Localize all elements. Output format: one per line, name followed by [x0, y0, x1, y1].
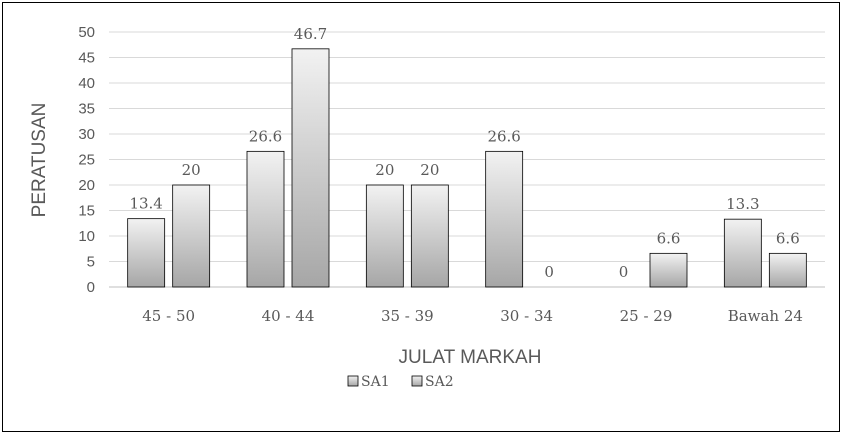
chart-frame: 0 5 10 15 20 25 30 35 40 45 50 13.4 20 26.6 46.7 20 20 2… — [2, 2, 840, 432]
y-tick-label: 35 — [78, 101, 95, 118]
x-tick-label: 45 - 50 — [142, 307, 195, 325]
y-tick-label: 0 — [87, 279, 95, 296]
y-tick-label: 45 — [78, 50, 95, 67]
y-tick-label: 30 — [78, 126, 95, 143]
y-tick-label: 20 — [78, 177, 95, 194]
y-axis-title: PERATUSAN — [29, 103, 50, 218]
legend-swatch-sa1 — [347, 375, 359, 387]
bars — [127, 48, 807, 288]
x-tick-label: Bawah 24 — [728, 307, 803, 325]
bar-sa1-5 — [723, 218, 762, 288]
bar-sa1-2 — [365, 184, 404, 288]
data-label: 20 — [420, 161, 439, 179]
data-label: 13.3 — [726, 195, 759, 213]
bar-chart: 0 5 10 15 20 25 30 35 40 45 50 13.4 20 26.6 46.7 20 20 2… — [29, 24, 825, 390]
legend: SA1 SA2 — [347, 374, 454, 390]
bar-sa2-4 — [649, 252, 688, 288]
y-tick-label: 5 — [87, 254, 95, 271]
x-tick-label: 35 - 39 — [381, 307, 434, 325]
legend-swatch-sa2 — [411, 375, 423, 387]
bar-sa1-3 — [485, 150, 524, 288]
bar-sa1-1 — [246, 150, 285, 288]
y-tick-label: 50 — [78, 24, 95, 41]
y-tick-label: 25 — [78, 152, 95, 169]
x-axis-title: JULAT MARKAH — [399, 347, 542, 368]
data-label: 0 — [619, 263, 629, 281]
data-label: 13.4 — [129, 195, 162, 213]
bar-sa1-0 — [127, 218, 166, 288]
legend-label-sa2: SA2 — [425, 374, 454, 390]
x-tick-label: 30 - 34 — [500, 307, 553, 325]
x-axis-ticks: 45 - 50 40 - 44 35 - 39 30 - 34 25 - 29 Bawah… — [142, 307, 803, 325]
y-tick-label: 40 — [78, 75, 95, 92]
data-labels: 13.4 20 26.6 46.7 20 20 26.6 0 0 6.6 13.3 6.6 — [129, 25, 799, 281]
data-label: 6.6 — [776, 229, 800, 247]
bar-sa2-2 — [410, 184, 449, 288]
y-tick-label: 10 — [78, 228, 95, 245]
bar-sa2-0 — [172, 184, 211, 288]
data-label: 20 — [375, 161, 394, 179]
bar-sa2-5 — [768, 252, 807, 288]
bar-sa2-1 — [291, 48, 330, 288]
legend-label-sa1: SA1 — [361, 374, 390, 390]
data-label: 0 — [544, 263, 554, 281]
y-tick-label: 15 — [78, 203, 95, 220]
gridlines — [109, 31, 825, 288]
data-label: 6.6 — [657, 229, 681, 247]
y-axis-ticks: 0 5 10 15 20 25 30 35 40 45 50 — [78, 24, 95, 296]
data-label: 46.7 — [294, 25, 327, 43]
data-label: 20 — [182, 161, 201, 179]
data-label: 26.6 — [487, 127, 520, 145]
x-tick-label: 40 - 44 — [262, 307, 315, 325]
data-label: 26.6 — [249, 127, 282, 145]
x-tick-label: 25 - 29 — [620, 307, 673, 325]
